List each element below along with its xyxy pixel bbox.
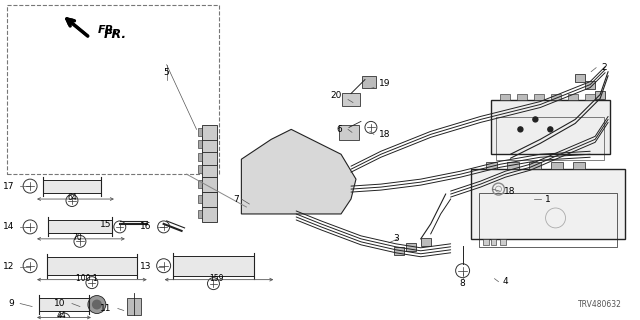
Text: 44: 44	[57, 311, 67, 320]
Circle shape	[88, 296, 106, 314]
Text: 17: 17	[3, 182, 14, 191]
Text: 70: 70	[72, 233, 82, 242]
Text: 9: 9	[8, 299, 14, 308]
Text: 1: 1	[545, 195, 551, 204]
Text: 8: 8	[460, 279, 465, 288]
Bar	[508, 162, 520, 169]
Bar	[534, 93, 545, 100]
Bar	[483, 239, 488, 245]
Bar	[342, 92, 360, 107]
Bar	[198, 140, 202, 148]
Bar	[127, 298, 141, 316]
Text: FR.: FR.	[98, 25, 118, 35]
Circle shape	[548, 127, 553, 132]
Bar	[202, 177, 218, 192]
Bar	[573, 162, 585, 169]
Bar	[198, 180, 202, 188]
Bar	[575, 74, 585, 82]
Bar	[420, 238, 431, 246]
Bar	[43, 180, 101, 193]
Bar	[406, 243, 416, 251]
Text: 20: 20	[331, 91, 342, 100]
Text: 10: 10	[54, 299, 65, 308]
Text: 18: 18	[504, 187, 515, 196]
Text: 18: 18	[379, 130, 390, 139]
Bar	[202, 162, 218, 177]
Text: 64: 64	[67, 193, 77, 202]
Bar	[529, 162, 541, 169]
Bar	[470, 169, 625, 239]
Circle shape	[518, 127, 523, 132]
Text: 4: 4	[502, 277, 508, 286]
Bar	[47, 257, 137, 275]
Text: 2: 2	[601, 63, 607, 72]
Bar	[500, 239, 506, 245]
Bar	[198, 153, 202, 161]
Bar	[362, 76, 376, 88]
Text: TRV480632: TRV480632	[578, 300, 622, 308]
Text: 100 1: 100 1	[76, 274, 98, 283]
Bar	[48, 220, 112, 233]
Bar	[202, 125, 218, 140]
Bar	[551, 93, 561, 100]
Bar	[490, 239, 497, 245]
Bar	[7, 5, 220, 174]
Bar	[202, 207, 218, 222]
Text: 14: 14	[3, 222, 14, 231]
Text: 3: 3	[393, 234, 399, 243]
Circle shape	[92, 300, 102, 309]
Circle shape	[533, 117, 538, 122]
Bar	[39, 298, 89, 311]
Bar	[198, 128, 202, 136]
Text: 16: 16	[140, 222, 152, 231]
Text: 6: 6	[336, 125, 342, 134]
Text: 11: 11	[100, 304, 112, 313]
Bar	[595, 91, 605, 99]
Text: 19: 19	[379, 79, 390, 88]
Text: 13: 13	[140, 262, 152, 271]
Text: 7: 7	[234, 195, 239, 204]
Bar	[497, 117, 604, 160]
Text: 15: 15	[100, 220, 112, 229]
Bar	[339, 125, 359, 140]
Bar	[551, 162, 563, 169]
Bar	[202, 150, 218, 165]
Bar	[585, 93, 595, 100]
Bar	[173, 256, 254, 276]
Bar	[500, 93, 511, 100]
Bar	[202, 137, 218, 152]
Bar	[202, 192, 218, 207]
Text: 12: 12	[3, 262, 14, 271]
Bar	[479, 193, 617, 247]
Bar	[486, 162, 497, 169]
Bar	[585, 81, 595, 89]
Text: 5: 5	[164, 68, 170, 77]
Bar	[198, 195, 202, 203]
Bar	[198, 210, 202, 218]
Text: FR.: FR.	[104, 28, 127, 41]
Bar	[517, 93, 527, 100]
Polygon shape	[241, 129, 356, 214]
Bar	[198, 165, 202, 173]
Bar	[568, 93, 578, 100]
Bar	[490, 100, 610, 154]
Text: 159: 159	[209, 274, 224, 283]
Bar	[394, 247, 404, 255]
